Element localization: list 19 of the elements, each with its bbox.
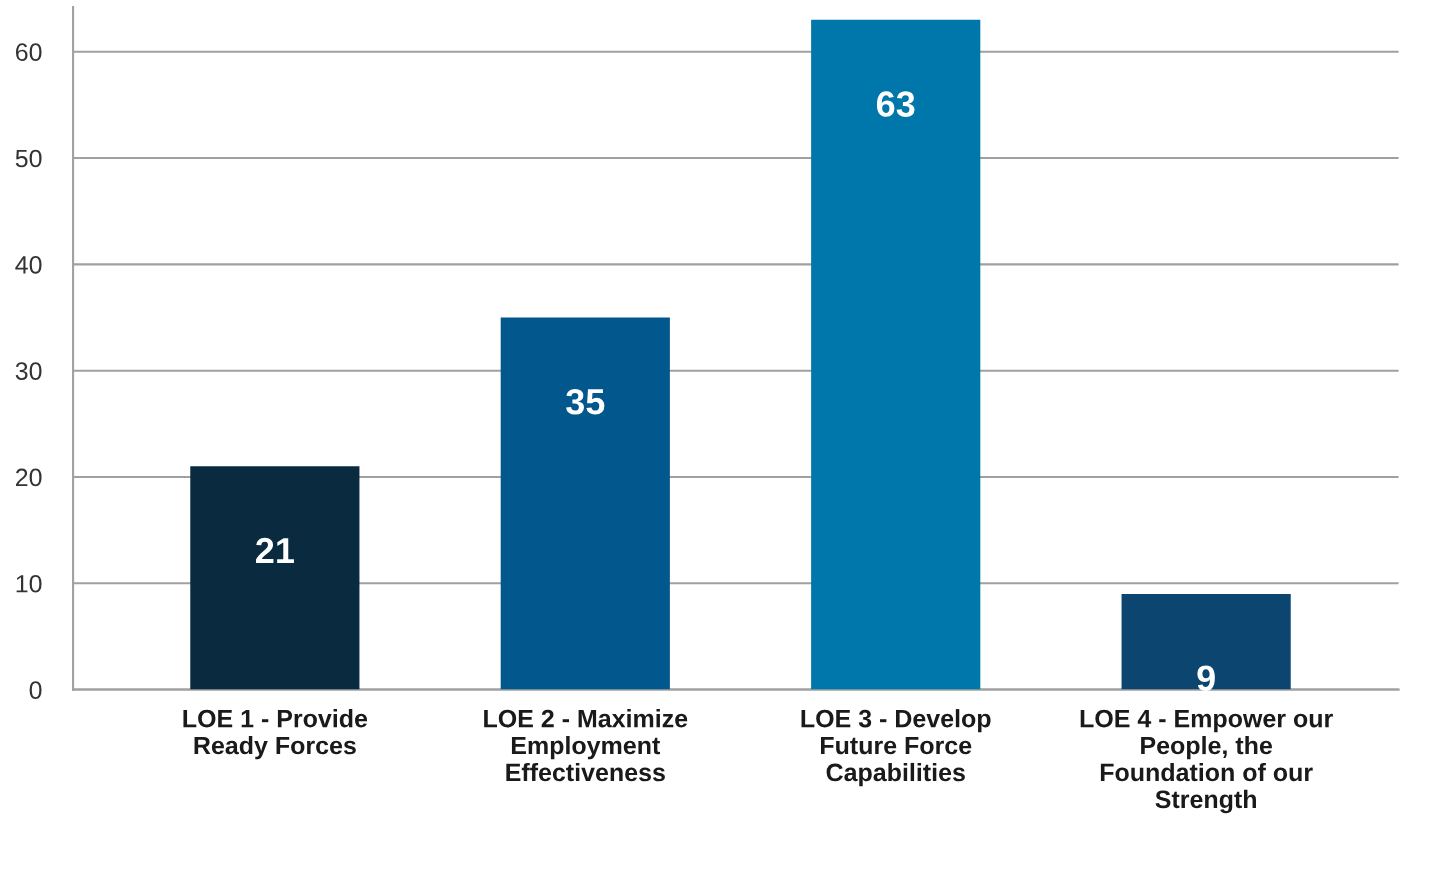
y-tick-label: 50 [15,149,42,168]
data-label: 21 [256,537,294,564]
x-tick-label: LOE 1 - Provide Ready Forces [183,709,368,760]
bar [190,466,360,690]
x-tick-label: LOE 2 - Maximize Employment Effectiveness [484,709,688,782]
y-tick-label: 20 [15,468,42,487]
data-label: 9 [1197,665,1215,691]
bar [811,19,981,690]
bar [1121,593,1291,690]
bar [500,317,670,690]
y-tick-label: 10 [16,574,42,593]
y-tick-label: 40 [15,255,42,274]
x-tick-label: LOE 4 - Empower our People, the Foundation of our Strength [1080,709,1333,814]
y-tick-label: 0 [29,681,42,699]
y-tick-label: 60 [15,43,42,62]
data-label: 63 [876,91,915,117]
data-label: 35 [566,388,605,415]
x-tick-label: LOE 3 - Develop Future Force Capabilities [801,709,991,787]
y-tick-label: 30 [15,362,42,380]
